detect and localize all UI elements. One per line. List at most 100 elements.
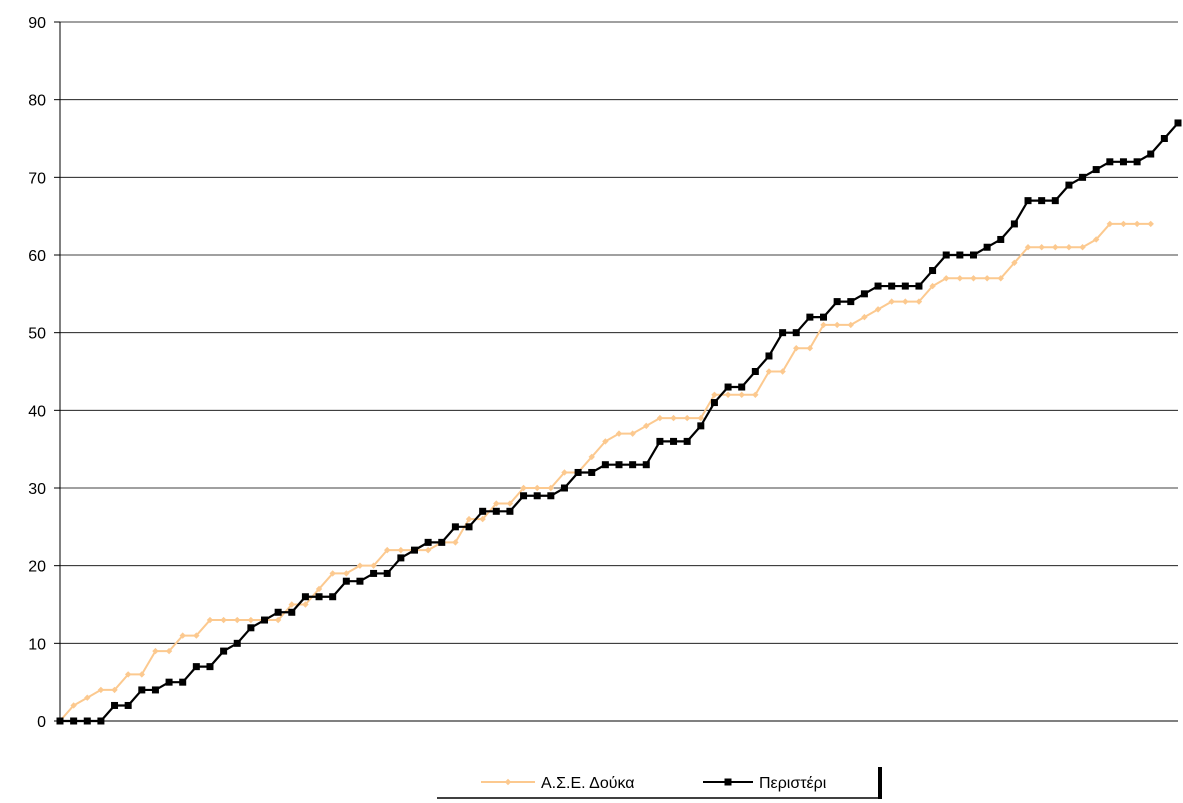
data-point — [874, 282, 882, 290]
data-point — [752, 391, 759, 398]
data-point — [533, 492, 541, 500]
data-point — [806, 345, 814, 352]
data-point — [997, 235, 1005, 243]
data-point — [1092, 166, 1100, 174]
data-point — [397, 554, 405, 562]
legend-entry-1: Α.Σ.Ε. Δούκα — [481, 775, 635, 792]
data-point — [1024, 197, 1032, 205]
data-point — [370, 562, 377, 569]
data-point — [56, 717, 64, 725]
data-point — [111, 701, 119, 709]
data-point — [383, 569, 391, 577]
data-point — [983, 275, 991, 282]
data-point — [588, 468, 596, 476]
data-point — [724, 391, 732, 398]
data-point — [84, 694, 91, 701]
data-point — [765, 368, 773, 375]
legend-label: Περιστέρι — [759, 775, 827, 792]
data-point — [860, 290, 868, 298]
data-point — [601, 461, 609, 469]
data-point — [1011, 259, 1018, 266]
data-point — [234, 616, 241, 624]
data-point — [1052, 244, 1059, 251]
data-point — [261, 616, 269, 624]
data-point — [847, 321, 854, 329]
data-point — [1174, 119, 1182, 127]
data-point — [874, 306, 882, 313]
data-point — [97, 717, 105, 725]
data-point — [901, 282, 909, 290]
data-point — [424, 538, 432, 546]
y-tick-label: 70 — [28, 170, 46, 187]
data-point — [151, 686, 159, 694]
y-tick-label: 30 — [28, 481, 46, 498]
legend: Α.Σ.Ε. Δούκα Περιστέρι — [437, 767, 882, 799]
data-point — [233, 639, 241, 647]
data-point — [1092, 236, 1100, 243]
data-point — [629, 461, 637, 469]
data-point — [738, 383, 746, 391]
data-point — [779, 329, 787, 337]
data-point — [1079, 244, 1086, 251]
data-point — [561, 469, 568, 476]
data-point — [315, 593, 323, 601]
data-point — [315, 585, 323, 593]
data-point — [670, 414, 677, 422]
data-point — [247, 616, 255, 624]
data-point — [915, 282, 923, 290]
data-point — [820, 321, 827, 329]
data-point — [274, 608, 282, 616]
y-tick-label: 20 — [28, 559, 46, 576]
data-point — [247, 624, 255, 632]
data-point — [138, 671, 146, 678]
data-point — [520, 492, 528, 500]
series-line — [59, 222, 1151, 722]
data-point — [793, 345, 800, 352]
data-point — [465, 515, 473, 523]
data-point — [820, 313, 828, 321]
data-point — [452, 539, 459, 546]
data-point — [220, 647, 228, 655]
data-point — [697, 414, 705, 422]
data-point — [942, 251, 950, 259]
data-point — [1038, 197, 1046, 205]
series-layer — [56, 119, 1182, 725]
legend-swatch-marker — [724, 778, 732, 786]
data-point — [1010, 220, 1018, 228]
legend-entry-2: Περιστέρι — [703, 775, 827, 792]
data-point — [506, 500, 514, 507]
data-point — [342, 577, 350, 585]
data-point — [1106, 158, 1114, 166]
data-point — [506, 507, 514, 515]
data-point — [833, 298, 841, 306]
data-point — [288, 601, 295, 608]
data-point — [193, 632, 200, 639]
data-point — [179, 678, 187, 686]
y-tick-label: 10 — [28, 636, 46, 653]
data-point — [1106, 220, 1114, 228]
data-point — [329, 570, 336, 577]
data-point — [861, 313, 868, 321]
data-point — [656, 414, 664, 422]
data-point — [165, 678, 173, 686]
data-point — [751, 368, 759, 375]
data-point — [670, 437, 678, 445]
data-point — [997, 275, 1004, 282]
data-point — [220, 616, 227, 624]
data-point — [888, 282, 896, 290]
data-point — [438, 538, 446, 546]
data-point — [602, 438, 609, 445]
data-point — [902, 298, 909, 305]
data-point — [288, 608, 296, 616]
data-point — [956, 251, 964, 259]
data-point — [969, 251, 977, 259]
data-point — [697, 422, 705, 430]
data-point — [70, 717, 78, 725]
data-point — [83, 717, 91, 725]
data-point — [1065, 244, 1073, 251]
data-point — [111, 686, 118, 694]
data-point — [943, 275, 950, 282]
data-point — [397, 546, 405, 554]
legend-swatch-marker — [504, 778, 512, 786]
